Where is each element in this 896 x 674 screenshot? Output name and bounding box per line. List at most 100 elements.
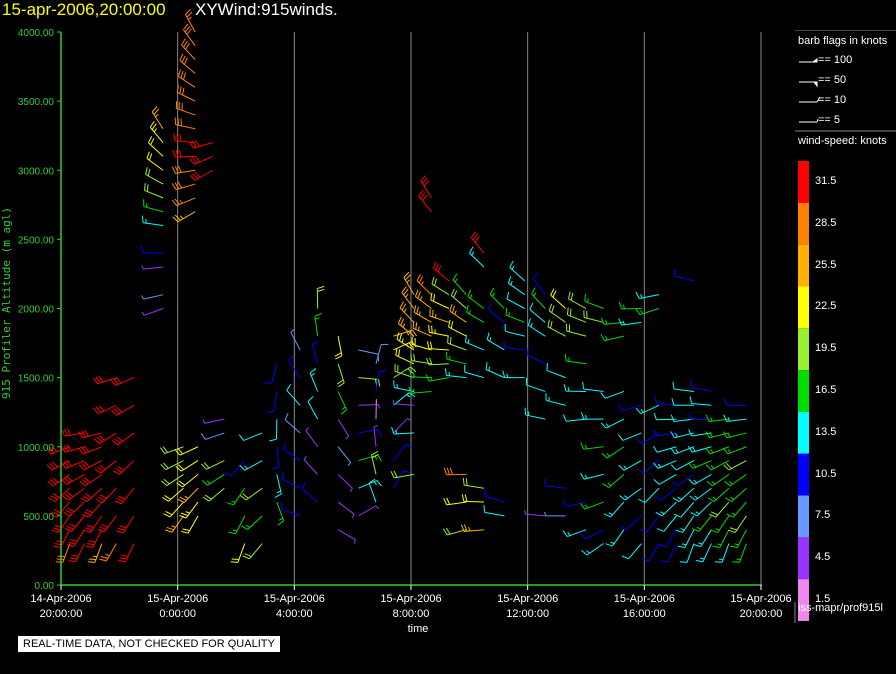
x-tick-label-date: 15-Apr-2006 [614, 593, 675, 605]
wind-barb [303, 456, 319, 475]
wind-barb [723, 460, 747, 471]
wind-barb [280, 501, 301, 517]
wind-barb [177, 487, 199, 504]
wind-barb [162, 487, 184, 502]
wind-barb [691, 515, 712, 532]
wind-barb [281, 471, 301, 489]
wind-barb [395, 348, 415, 365]
x-axis-title: time [407, 623, 429, 635]
wind-barb [111, 404, 135, 416]
wind-barb [488, 303, 505, 323]
wind-barb [172, 149, 196, 158]
wind-barb [635, 308, 660, 316]
wind-barb [562, 414, 587, 422]
wind-barb [603, 501, 625, 518]
wind-barb [148, 136, 164, 157]
wind-barb [177, 69, 196, 88]
wind-barb [241, 515, 263, 530]
wind-barb [358, 454, 383, 462]
x-tick-label-time: 16:00:00 [623, 608, 666, 620]
wind-barb [114, 487, 135, 505]
wind-barb [469, 246, 485, 268]
wind-barb [618, 432, 642, 441]
wind-barb [447, 335, 467, 351]
wind-barb [705, 431, 730, 439]
colorbar-swatch [798, 411, 809, 454]
wind-barb [658, 529, 677, 548]
quality-disclaimer: REAL-TIME DATA, NOT CHECKED FOR QUALITY [18, 636, 280, 652]
speed-level-label: 25.5 [815, 258, 837, 271]
wind-barb [264, 363, 278, 384]
wind-barb [144, 183, 164, 199]
wind-barb [688, 473, 712, 485]
y-tick-label: 3000.00 [18, 166, 55, 177]
wind-barb [160, 446, 184, 455]
wind-barb [283, 442, 301, 461]
wind-barb [670, 414, 694, 423]
wind-barb [677, 529, 695, 549]
wind-barb [118, 543, 135, 563]
wind-barb [671, 398, 694, 406]
wind-barb [171, 165, 196, 174]
wind-barb [581, 411, 604, 420]
wind-barb [79, 473, 103, 487]
wind-barb [724, 473, 747, 487]
wind-barb [371, 450, 379, 475]
wind-barb [416, 274, 432, 296]
wind-barb [670, 460, 695, 471]
wind-barb [506, 291, 525, 309]
colorbar-swatch [798, 328, 809, 371]
wind-barb [401, 286, 415, 309]
wind-barb [446, 352, 467, 365]
wind-barb [164, 515, 184, 533]
wind-barb [399, 301, 415, 323]
colorbar-swatch [798, 579, 809, 621]
wind-barb [87, 543, 103, 563]
wind-barb [226, 487, 246, 506]
wind-barb [373, 424, 378, 447]
wind-barb [723, 398, 747, 406]
wind-barb [80, 487, 103, 503]
wind-barb [408, 386, 432, 394]
wind-barb [286, 383, 301, 406]
wind-barb [172, 211, 196, 223]
wind-barb [266, 391, 278, 413]
speed-level-label: 28.5 [815, 216, 837, 229]
wind-barb [428, 325, 450, 337]
wind-barb [92, 375, 117, 385]
wind-barb [61, 428, 85, 437]
colorbar-swatch [798, 161, 809, 203]
wind-barb [525, 377, 546, 392]
speed-level-label: 1.5 [815, 593, 831, 606]
wind-barb [201, 473, 225, 486]
y-tick-label: 2500.00 [18, 235, 55, 246]
x-tick-label-time: 0:00:00 [159, 608, 196, 620]
wind-barb [722, 446, 747, 455]
wind-barb [507, 276, 526, 296]
wind-barb [448, 319, 467, 337]
colorbar-swatch [798, 495, 809, 538]
wind-barb [394, 364, 415, 379]
x-tick-label-date: 15-Apr-2006 [147, 593, 208, 605]
wind-barb [189, 169, 213, 181]
wind-barb [675, 515, 695, 533]
wind-barb [550, 288, 566, 309]
wind-barb [179, 501, 199, 519]
wind-barb [444, 368, 467, 379]
wind-barb [690, 501, 712, 517]
barb-sample-100 [799, 58, 818, 63]
wind-barb [393, 444, 413, 461]
wind-barb [396, 332, 415, 351]
wind-barb [460, 524, 484, 532]
wind-barb [562, 529, 587, 538]
wind-barb [411, 337, 432, 351]
wind-barb [430, 292, 450, 309]
wind-barb [653, 429, 677, 437]
wind-barb [688, 429, 712, 437]
wind-barb [582, 381, 604, 392]
wind-barb [673, 501, 695, 518]
wind-barb [426, 357, 449, 366]
wind-barb [141, 294, 164, 300]
wind-barb [163, 501, 184, 518]
